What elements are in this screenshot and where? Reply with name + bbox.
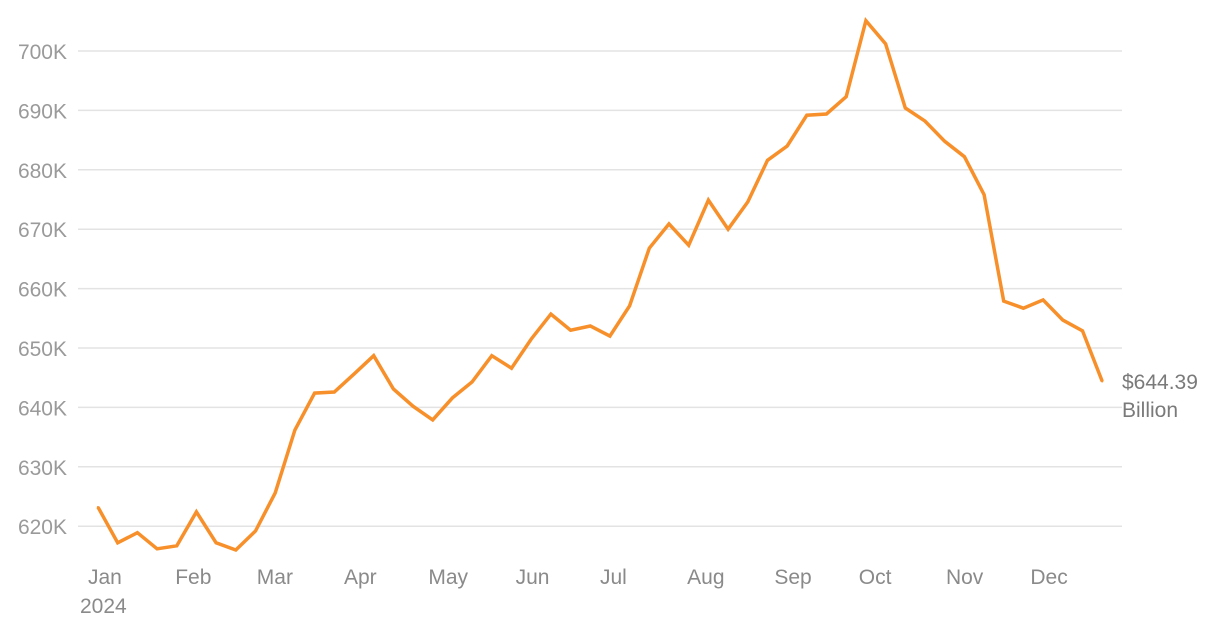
x-year-label: 2024 bbox=[80, 595, 127, 618]
data-point bbox=[333, 390, 336, 394]
end-unit-label: Billion bbox=[1122, 399, 1178, 422]
data-point bbox=[372, 354, 375, 357]
x-tick-label: Aug bbox=[687, 566, 724, 589]
data-point bbox=[313, 391, 316, 395]
data-point bbox=[549, 312, 553, 316]
data-point bbox=[136, 531, 139, 534]
data-point bbox=[1061, 318, 1065, 322]
x-tick-label: Feb bbox=[175, 566, 211, 589]
y-tick-label: 640K bbox=[18, 397, 67, 420]
data-point bbox=[943, 140, 946, 143]
data-point bbox=[96, 505, 100, 509]
data-point bbox=[195, 510, 198, 514]
data-point bbox=[845, 95, 848, 98]
x-tick-label: Jan bbox=[88, 566, 122, 589]
data-point bbox=[648, 247, 651, 250]
data-point bbox=[175, 544, 178, 548]
x-tick-label: Dec bbox=[1030, 566, 1067, 589]
x-tick-label: Apr bbox=[344, 566, 377, 589]
data-point bbox=[766, 159, 769, 162]
gridlines bbox=[78, 50, 1122, 527]
x-axis-ticks: Jan Feb Mar Apr May Jun Jul Aug Sep Oct Nov Dec bbox=[88, 566, 1068, 589]
data-point bbox=[490, 354, 493, 357]
data-point bbox=[392, 387, 395, 391]
data-point bbox=[214, 541, 218, 545]
series-points bbox=[96, 19, 1104, 552]
data-point bbox=[746, 200, 749, 204]
data-point bbox=[411, 405, 415, 408]
data-point bbox=[785, 144, 789, 148]
data-point bbox=[825, 112, 828, 116]
y-tick-label: 680K bbox=[18, 160, 67, 183]
end-value-label: $644.39 bbox=[1122, 371, 1198, 394]
x-tick-label: Jul bbox=[600, 566, 627, 589]
data-point bbox=[884, 42, 887, 46]
y-tick-label: 700K bbox=[18, 41, 67, 64]
y-axis-ticks: 620K 630K 640K 650K 660K 670K 680K 690K 700K bbox=[18, 41, 67, 539]
data-point bbox=[864, 19, 868, 22]
data-point bbox=[510, 366, 513, 370]
data-point bbox=[923, 119, 927, 123]
y-tick-label: 670K bbox=[18, 219, 67, 242]
data-point bbox=[155, 547, 159, 550]
series-line bbox=[96, 16, 1104, 553]
data-point bbox=[569, 328, 572, 332]
data-point bbox=[687, 244, 690, 247]
data-point bbox=[628, 304, 631, 308]
data-point bbox=[431, 418, 434, 422]
y-tick-label: 690K bbox=[18, 100, 67, 123]
data-point bbox=[608, 334, 612, 338]
y-tick-label: 630K bbox=[18, 457, 67, 480]
data-point bbox=[470, 380, 474, 384]
y-tick-label: 660K bbox=[18, 279, 67, 302]
data-point bbox=[254, 529, 257, 533]
data-point bbox=[982, 193, 986, 196]
data-point bbox=[529, 337, 533, 341]
data-point bbox=[234, 548, 238, 552]
data-point bbox=[805, 113, 809, 117]
data-point bbox=[1022, 307, 1025, 310]
x-tick-label: Sep bbox=[774, 566, 811, 589]
data-point bbox=[352, 372, 356, 376]
data-point bbox=[589, 324, 592, 328]
x-tick-label: Mar bbox=[257, 566, 293, 589]
x-tick-label: May bbox=[428, 566, 468, 589]
data-point bbox=[451, 396, 454, 400]
data-point bbox=[707, 198, 710, 202]
data-point bbox=[1081, 329, 1084, 332]
data-point bbox=[1002, 299, 1005, 303]
data-point bbox=[1041, 298, 1045, 302]
y-tick-label: 620K bbox=[18, 516, 67, 539]
x-tick-label: Oct bbox=[859, 566, 892, 589]
x-tick-label: Jun bbox=[516, 566, 550, 589]
data-point bbox=[116, 541, 119, 545]
data-point bbox=[293, 428, 297, 432]
data-point bbox=[963, 155, 966, 158]
data-point bbox=[726, 228, 730, 231]
data-point bbox=[904, 106, 907, 110]
data-point bbox=[667, 222, 671, 226]
y-tick-label: 650K bbox=[18, 338, 67, 361]
data-point bbox=[274, 491, 277, 495]
x-tick-label: Nov bbox=[946, 566, 984, 589]
data-point bbox=[1100, 380, 1104, 383]
